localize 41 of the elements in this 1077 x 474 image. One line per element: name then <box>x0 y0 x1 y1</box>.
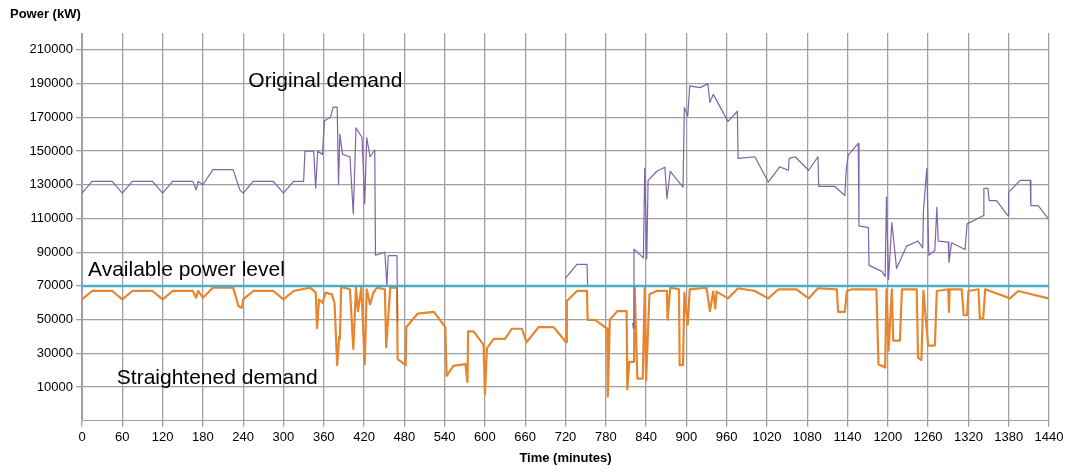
x-tick-label: 1200 <box>873 429 903 445</box>
y-tick-label: 170000 <box>29 108 73 124</box>
x-tick-label: 180 <box>192 429 214 445</box>
series-label: Original demand <box>248 68 403 92</box>
x-tick-label: 300 <box>272 429 295 445</box>
x-tick-label: 780 <box>594 429 617 445</box>
x-tick-label: 240 <box>232 429 255 445</box>
y-tick-label: 210000 <box>29 41 73 57</box>
series-label: Straightened demand <box>116 364 318 388</box>
x-tick-label: 420 <box>353 429 375 445</box>
y-tick-label: 10000 <box>36 378 73 394</box>
x-tick-label: 1380 <box>994 429 1024 445</box>
x-tick-label: 900 <box>675 429 698 445</box>
y-tick-label: 50000 <box>36 311 73 327</box>
x-tick-label: 120 <box>151 429 174 445</box>
y-axis-title: Power (kW) <box>10 6 81 22</box>
x-tick-label: 840 <box>635 429 657 445</box>
y-tick-label: 30000 <box>36 344 73 360</box>
x-tick-label: 1080 <box>792 429 822 445</box>
x-tick-label: 660 <box>514 429 537 445</box>
y-tick-label: 110000 <box>30 210 73 226</box>
ref-line-label: Available power level <box>88 257 285 281</box>
x-tick-label: 960 <box>715 429 738 445</box>
x-tick-label: 1140 <box>833 429 862 445</box>
y-tick-label: 90000 <box>36 243 73 259</box>
y-tick-label: 130000 <box>29 176 73 192</box>
x-tick-label: 0 <box>78 429 86 445</box>
x-tick-label: 480 <box>393 429 416 445</box>
x-tick-label: 1320 <box>953 429 983 445</box>
x-tick-label: 720 <box>554 429 577 445</box>
y-tick-label: 70000 <box>36 277 73 293</box>
x-tick-label: 540 <box>433 429 456 445</box>
x-tick-label: 60 <box>115 429 130 445</box>
x-tick-label: 1020 <box>752 429 782 445</box>
x-tick-label: 1440 <box>1034 429 1064 445</box>
x-tick-label: 1260 <box>913 429 943 445</box>
x-tick-label: 600 <box>474 429 496 445</box>
x-axis-title: Time (minutes) <box>519 449 612 465</box>
y-tick-label: 150000 <box>29 142 73 158</box>
x-tick-label: 360 <box>312 429 335 445</box>
y-tick-label: 190000 <box>29 75 73 91</box>
